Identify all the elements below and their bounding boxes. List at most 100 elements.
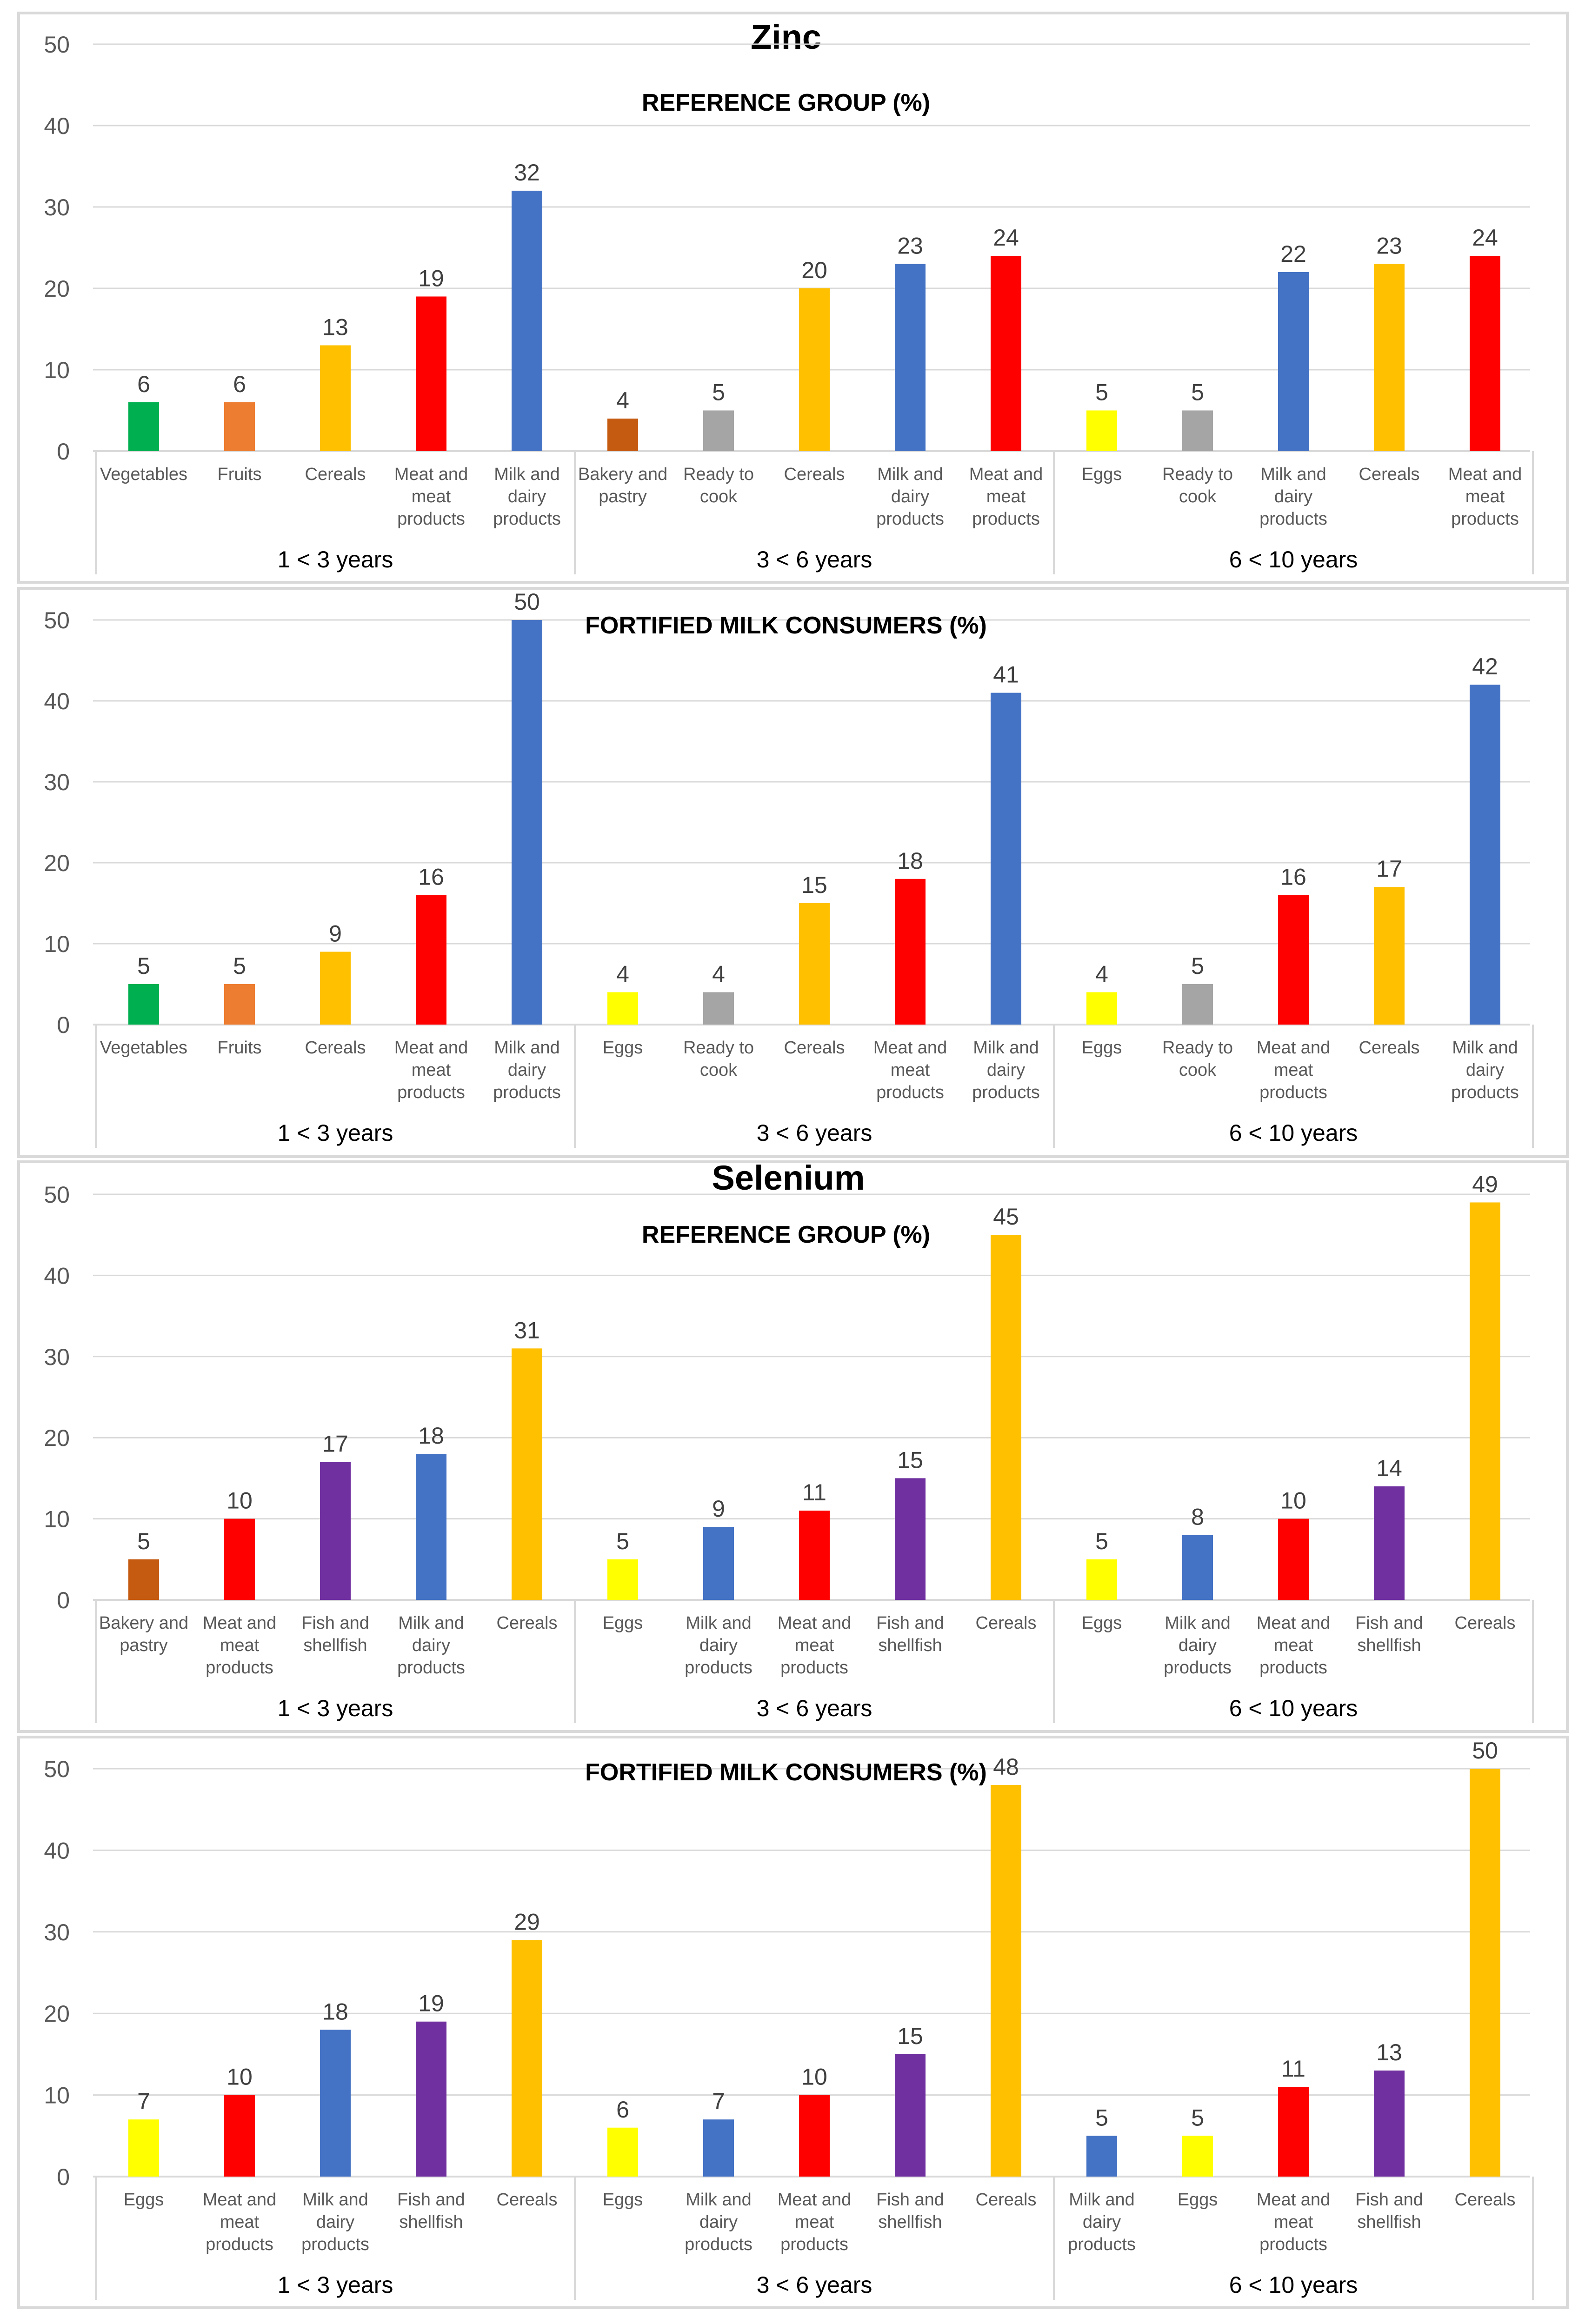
category-label: Fish and shellfish [397, 2190, 465, 2232]
bar [703, 2119, 734, 2177]
bar [224, 1518, 255, 1600]
category-label: Eggs [1178, 2190, 1218, 2210]
data-label: 10 [801, 2064, 827, 2090]
data-label: 14 [1376, 1455, 1402, 1481]
bar [416, 895, 446, 1025]
bar [128, 1559, 159, 1600]
category-label: Milk and dairy products [972, 1038, 1040, 1102]
y-tick-label: 10 [44, 1506, 70, 1532]
y-tick-label: 50 [44, 1182, 70, 1208]
group-label: 6 < 10 years [1229, 2272, 1358, 2298]
bar [1182, 410, 1213, 451]
category-label: Ready to cook [1162, 465, 1233, 506]
bar [224, 402, 255, 451]
data-label: 5 [1191, 380, 1204, 406]
category-label: Cereals [305, 465, 366, 484]
chart-title: REFERENCE GROUP (%) [642, 1221, 930, 1248]
category-label: Eggs [124, 2190, 164, 2210]
data-label: 13 [322, 314, 348, 340]
data-label: 4 [712, 961, 725, 987]
panel-border [17, 587, 1569, 1158]
bar [895, 264, 926, 451]
category-label: Cereals [1359, 1038, 1420, 1058]
bar [991, 693, 1021, 1025]
category-label: Cereals [1455, 1613, 1516, 1633]
data-label: 18 [897, 848, 923, 874]
category-label: Meat and meat products [778, 1613, 851, 1678]
bar [1374, 2070, 1405, 2177]
bar [320, 345, 351, 451]
data-label: 41 [993, 662, 1019, 688]
data-label: 24 [1472, 225, 1498, 251]
category-label: Eggs [603, 1038, 643, 1058]
data-label: 9 [329, 920, 342, 946]
group-label: 1 < 3 years [278, 1695, 393, 1721]
bar [703, 410, 734, 451]
data-label: 19 [418, 266, 444, 292]
category-label: Ready to cook [683, 465, 754, 506]
y-tick-label: 20 [44, 1425, 70, 1451]
category-label: Cereals [305, 1038, 366, 1058]
bar [416, 1454, 446, 1600]
bar [416, 2021, 446, 2177]
data-label: 32 [514, 160, 540, 186]
group-label: 6 < 10 years [1229, 1120, 1358, 1146]
category-label: Bakery and pastry [578, 465, 667, 506]
data-label: 18 [322, 1998, 348, 2024]
data-label: 4 [1095, 961, 1108, 987]
bar [799, 2095, 830, 2177]
group-label: 1 < 3 years [278, 2272, 393, 2298]
category-label: Eggs [1082, 465, 1122, 484]
category-label: Meat and meat products [778, 2190, 851, 2254]
y-tick-label: 0 [57, 2164, 70, 2190]
data-label: 15 [801, 872, 827, 898]
y-tick-label: 20 [44, 276, 70, 302]
data-label: 6 [616, 2097, 629, 2123]
category-label: Eggs [1082, 1038, 1122, 1058]
y-tick-label: 50 [44, 1756, 70, 1782]
panel-border [17, 1160, 1569, 1733]
category-label: Meat and meat products [1257, 1613, 1330, 1678]
data-label: 7 [137, 2088, 150, 2114]
bar [416, 296, 446, 451]
bar [895, 2054, 926, 2177]
data-label: 5 [1095, 1528, 1108, 1554]
data-label: 5 [233, 953, 246, 979]
bar [128, 984, 159, 1025]
data-label: 15 [897, 1447, 923, 1473]
group-label: 1 < 3 years [278, 1120, 393, 1146]
category-label: Vegetables [100, 1038, 187, 1058]
bar [1470, 1769, 1500, 2177]
bar [799, 288, 830, 451]
group-label: 3 < 6 years [757, 1120, 872, 1146]
category-label: Eggs [603, 2190, 643, 2210]
bar [128, 402, 159, 451]
panel-border [17, 12, 1569, 584]
y-tick-label: 0 [57, 439, 70, 465]
data-label: 16 [1280, 864, 1306, 890]
category-label: Meat and meat products [1448, 465, 1522, 529]
category-label: Bakery and pastry [99, 1613, 188, 1655]
category-label: Milk and dairy products [685, 1613, 753, 1678]
data-label: 15 [897, 2023, 923, 2049]
data-label: 9 [712, 1496, 725, 1522]
category-label: Fish and shellfish [1355, 1613, 1423, 1655]
data-label: 17 [322, 1431, 348, 1457]
category-label: Eggs [603, 1613, 643, 1633]
category-label: Cereals [1359, 465, 1420, 484]
bar [1470, 1202, 1500, 1600]
y-tick-label: 40 [44, 1838, 70, 1864]
data-label: 29 [514, 1909, 540, 1935]
chart-title: FORTIFIED MILK CONSUMERS (%) [585, 1759, 987, 1786]
y-tick-label: 50 [44, 32, 70, 58]
y-tick-label: 0 [57, 1587, 70, 1613]
bar [128, 2119, 159, 2177]
data-label: 42 [1472, 653, 1498, 679]
category-label: Meat and meat products [203, 1613, 276, 1678]
data-label: 5 [137, 1528, 150, 1554]
data-label: 23 [1376, 233, 1402, 259]
category-label: Fruits [218, 1038, 262, 1058]
data-label: 50 [514, 589, 540, 615]
data-label: 4 [616, 961, 629, 987]
